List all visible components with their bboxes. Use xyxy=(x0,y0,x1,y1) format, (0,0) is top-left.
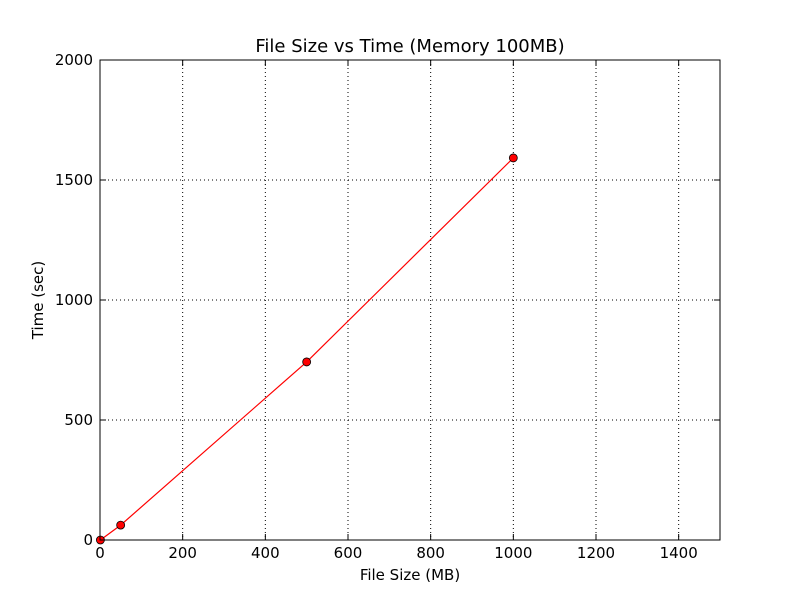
x-tick-labels: 0 200 400 600 800 1000 1200 1400 xyxy=(95,544,698,562)
series-line xyxy=(100,157,514,541)
y-axis-label: Time (sec) xyxy=(29,261,47,340)
y-tick-label: 500 xyxy=(64,411,93,429)
y-tick-label: 0 xyxy=(83,531,93,549)
y-tick-label: 1000 xyxy=(55,291,93,309)
y-tick-labels: 0 500 1000 1500 2000 xyxy=(55,51,93,549)
x-tick-label: 600 xyxy=(334,544,363,562)
x-tick-label: 0 xyxy=(95,544,105,562)
x-axis-label: File Size (MB) xyxy=(360,566,460,584)
x-tick-label: 800 xyxy=(416,544,445,562)
x-tick-label: 1200 xyxy=(577,544,615,562)
x-tick-label: 400 xyxy=(251,544,280,562)
y-tick-label: 1500 xyxy=(55,171,93,189)
data-point-marker xyxy=(508,153,518,163)
y-tick-label: 2000 xyxy=(55,51,93,69)
chart-title: File Size vs Time (Memory 100MB) xyxy=(255,36,564,57)
series-layer xyxy=(96,153,518,545)
x-tick-label: 1000 xyxy=(494,544,532,562)
data-point-marker xyxy=(302,357,312,367)
axis-ticks xyxy=(99,59,720,541)
x-tick-label: 200 xyxy=(168,544,197,562)
data-point-marker xyxy=(116,520,126,530)
x-tick-label: 1400 xyxy=(660,544,698,562)
gridlines xyxy=(100,60,720,540)
